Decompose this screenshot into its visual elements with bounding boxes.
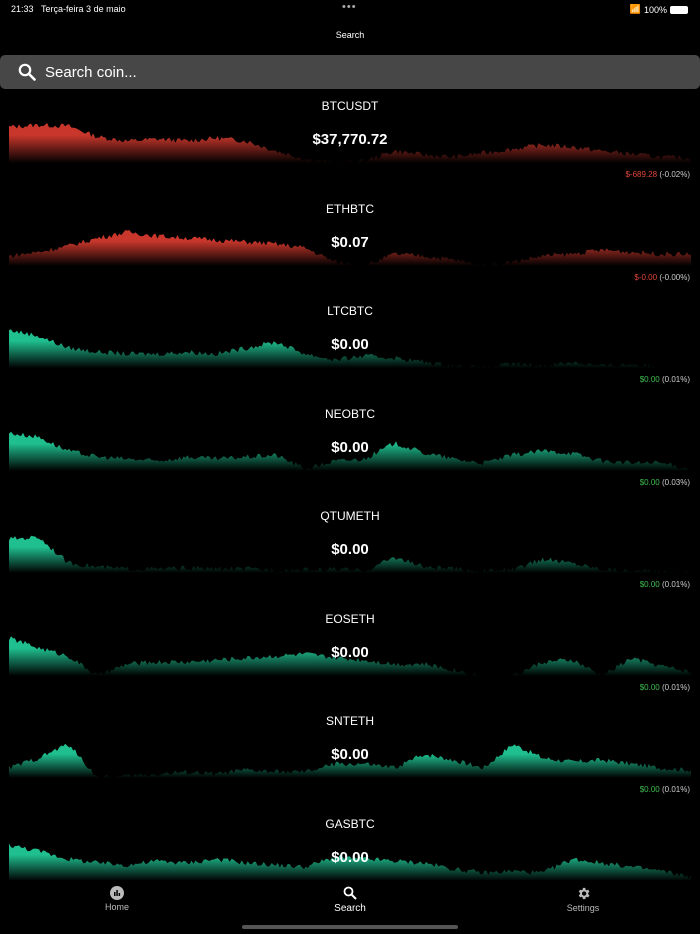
sparkline-area (9, 122, 691, 163)
sparkline-area (9, 535, 691, 573)
coin-row[interactable]: ETHBTC $0.07 $-0.00 (-0.00%) (0, 202, 700, 304)
sparkline-chart (9, 743, 691, 778)
sparkline-chart (9, 431, 691, 471)
coin-change: $-689.28 (-0.02%) (625, 170, 690, 179)
search-bar[interactable] (0, 55, 700, 89)
chart-circle-icon (110, 886, 124, 900)
coin-price: $0.00 (331, 746, 369, 763)
search-icon (343, 886, 357, 900)
change-amount: $-0.00 (634, 272, 658, 282)
coin-price: $0.00 (331, 336, 369, 353)
coin-row[interactable]: NEOBTC $0.00 $0.00 (0.03%) (0, 407, 700, 509)
coin-row[interactable]: LTCBTC $0.00 $0.00 (0.01%) (0, 304, 700, 406)
coin-row[interactable]: QTUMETH $0.00 $0.00 (0.01%) (0, 509, 700, 611)
sparkline-area (9, 431, 691, 471)
sparkline-chart (9, 229, 691, 266)
sparkline-chart (9, 635, 691, 676)
battery-icon (670, 5, 688, 14)
home-indicator[interactable] (242, 925, 458, 929)
tab-label: Home (104, 902, 129, 912)
coin-symbol: EOSETH (325, 611, 375, 626)
change-percent: (0.01%) (661, 785, 690, 794)
coin-symbol: ETHBTC (326, 201, 374, 216)
sparkline-chart (9, 329, 691, 368)
gear-icon (578, 887, 589, 900)
multitasking-dots-icon[interactable]: ••• (342, 1, 357, 13)
sparkline-area (9, 635, 691, 676)
coin-symbol: NEOBTC (324, 406, 375, 421)
change-percent: (0.03%) (661, 477, 690, 487)
sparkline-chart (9, 843, 691, 881)
change-percent: (-0.00%) (659, 272, 690, 282)
coin-price: $0.00 (331, 643, 369, 661)
status-bar: 21:33 Terça-feira 3 de maio ••• 📶 100% (0, 0, 700, 18)
page-title: Search (335, 30, 365, 40)
tab-label: Search (334, 903, 366, 914)
change-amount: $0.00 (639, 682, 660, 692)
coin-row[interactable]: EOSETH $0.00 $0.00 (0.01%) (0, 612, 700, 714)
sparkline-area (9, 329, 691, 368)
change-percent: (0.01%) (661, 375, 690, 384)
coin-change: $0.00 (0.01%) (640, 375, 690, 384)
change-amount: $0.00 (639, 580, 660, 589)
change-amount: $0.00 (639, 375, 660, 384)
tab-home[interactable]: Home (77, 886, 157, 912)
coin-symbol: GASBTC (325, 816, 375, 831)
coin-symbol: SNTETH (326, 714, 374, 728)
search-input[interactable] (45, 63, 645, 81)
coin-change: $0.00 (0.01%) (640, 785, 690, 794)
battery-percent: 100% (643, 4, 667, 15)
coin-row[interactable]: BTCUSDT $37,770.72 $-689.28 (-0.02%) (0, 99, 700, 201)
change-amount: $0.00 (639, 477, 660, 487)
change-percent: (0.01%) (661, 580, 690, 589)
search-icon (18, 63, 36, 81)
coin-price: $0.07 (331, 233, 369, 251)
coin-symbol: QTUMETH (320, 509, 380, 523)
sparkline-area (9, 743, 691, 778)
coin-row[interactable]: SNTETH $0.00 $0.00 (0.01%) (0, 714, 700, 816)
status-time: 21:33 Terça-feira 3 de maio (11, 4, 126, 14)
tab-settings[interactable]: Settings (543, 886, 623, 913)
wifi-icon: 📶 (629, 4, 641, 14)
coin-change: $0.00 (0.03%) (640, 478, 690, 487)
sparkline-area (9, 843, 691, 881)
coin-price: $0.00 (331, 541, 369, 558)
change-percent: (-0.02%) (659, 170, 690, 179)
coin-symbol: BTCUSDT (321, 99, 379, 113)
coin-change: $-0.00 (-0.00%) (634, 273, 690, 282)
coin-row[interactable]: GASBTC $0.00 (0, 817, 700, 919)
sparkline-chart (9, 535, 691, 573)
coin-symbol: LTCBTC (327, 304, 373, 318)
coin-change: $0.00 (0.01%) (640, 683, 690, 692)
tab-search[interactable]: Search (310, 886, 390, 914)
change-percent: (0.01%) (661, 682, 690, 692)
sparkline-area (9, 229, 691, 266)
coin-price: $37,770.72 (312, 131, 388, 148)
coin-change: $0.00 (0.01%) (640, 580, 690, 589)
sparkline-chart (9, 122, 691, 163)
coin-price: $0.00 (331, 848, 369, 866)
change-amount: $-689.28 (625, 170, 658, 179)
coin-price: $0.00 (331, 438, 369, 456)
tab-label: Settings (566, 903, 600, 913)
change-amount: $0.00 (639, 785, 660, 794)
